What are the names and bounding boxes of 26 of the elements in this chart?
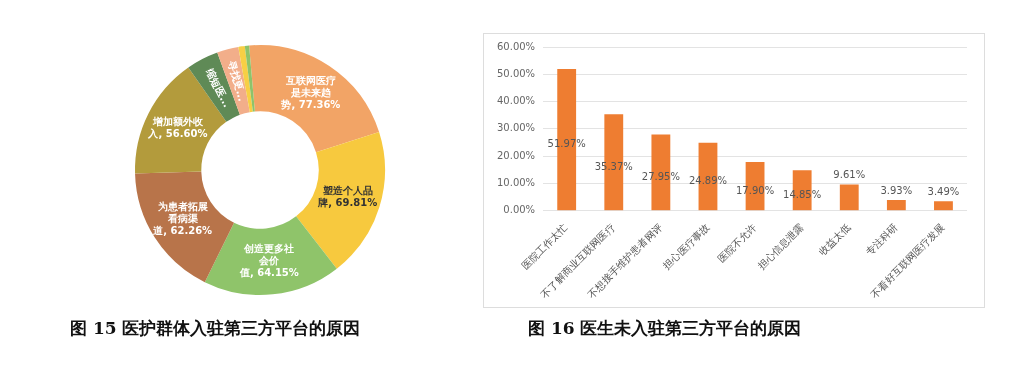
- data-label: 17.90%: [735, 184, 775, 196]
- text: 图 16 医生未入驻第三方平台的原因: [528, 317, 802, 340]
- y-tick-label: 40.00%: [496, 95, 536, 107]
- text: 图 15 医护群体入驻第三方平台的原因: [70, 317, 361, 340]
- y-tick-label: 20.00%: [496, 149, 536, 161]
- y-tick-label: 50.00%: [496, 67, 536, 79]
- slice-label: 互联网医疗是未来趋势, 77.36%: [280, 75, 341, 111]
- x-tick-label: 担心医疗事故: [661, 221, 712, 272]
- slice-label: 为患者拓展看病渠道, 62.26%: [152, 201, 213, 237]
- data-label: 24.89%: [688, 175, 728, 187]
- slice-label: 增加额外收入, 56.60%: [147, 116, 208, 140]
- y-tick-label: 60.00%: [496, 40, 536, 52]
- bar: [839, 184, 859, 211]
- slice-label: 塑造个人品牌, 69.81%: [317, 184, 378, 208]
- y-tick-label: 10.00%: [496, 177, 536, 189]
- y-tick-label: 0.00%: [503, 204, 536, 216]
- y-tick-label: 30.00%: [496, 122, 536, 134]
- data-label: 3.93%: [880, 184, 913, 196]
- slice-label: 创造更多社会价值, 64.15%: [238, 242, 299, 278]
- bar: [934, 201, 953, 211]
- x-tick-label: 收益太低: [816, 221, 853, 258]
- data-label: 9.61%: [833, 169, 866, 181]
- bar: [886, 200, 906, 211]
- x-tick-label: 专注科研: [863, 221, 900, 258]
- slice-label: 寻找更...: [226, 58, 248, 103]
- data-label: 3.49%: [927, 185, 960, 197]
